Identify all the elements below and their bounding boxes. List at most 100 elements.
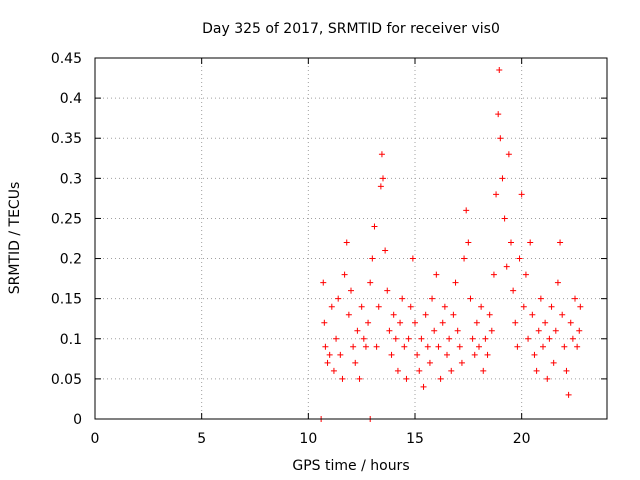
data-point — [354, 327, 361, 334]
data-point — [401, 343, 408, 350]
data-point — [488, 327, 495, 334]
data-point — [448, 367, 455, 374]
data-point — [343, 239, 350, 246]
data-point — [561, 343, 568, 350]
data-point — [422, 311, 429, 318]
y-tick-label: 0.1 — [60, 332, 82, 348]
data-point — [375, 303, 382, 310]
data-point — [321, 319, 328, 326]
data-point — [454, 327, 461, 334]
data-point — [352, 359, 359, 366]
data-point — [367, 279, 374, 286]
data-point — [469, 335, 476, 342]
data-point — [446, 335, 453, 342]
data-point — [405, 335, 412, 342]
data-point — [508, 239, 514, 246]
data-point — [478, 303, 485, 310]
data-point — [456, 343, 463, 350]
data-point — [320, 279, 327, 286]
data-point — [388, 351, 395, 358]
x-tick-label: 0 — [91, 431, 100, 447]
data-point — [546, 335, 553, 342]
data-point — [572, 295, 578, 302]
y-tick-label: 0.15 — [51, 292, 82, 308]
data-point — [333, 335, 340, 342]
x-tick-label: 10 — [299, 431, 317, 447]
data-point — [493, 191, 500, 198]
data-point — [345, 311, 352, 318]
data-point — [552, 327, 559, 334]
data-point — [386, 327, 393, 334]
data-point — [544, 375, 551, 382]
data-point — [418, 335, 425, 342]
x-tick-label: 20 — [513, 431, 531, 447]
data-point — [499, 175, 506, 182]
data-point — [471, 351, 478, 358]
data-point — [557, 239, 564, 246]
data-point — [407, 303, 414, 310]
y-tick-label: 0.3 — [60, 171, 82, 187]
data-point — [403, 375, 410, 382]
data-point — [326, 351, 333, 358]
data-point — [522, 271, 529, 278]
data-point — [339, 375, 346, 382]
data-point — [463, 207, 470, 214]
data-point — [390, 311, 397, 318]
data-point — [365, 319, 372, 326]
data-point — [435, 343, 442, 350]
data-point — [337, 351, 344, 358]
x-tick-label: 5 — [197, 431, 206, 447]
x-tick-labels: 0 5 10 15 20 — [91, 431, 531, 447]
data-point — [433, 271, 440, 278]
data-point — [458, 359, 465, 366]
data-point — [537, 295, 544, 302]
data-point — [369, 255, 376, 262]
data-point — [554, 279, 561, 286]
data-point — [490, 271, 497, 278]
data-point — [444, 351, 450, 358]
data-point — [409, 255, 416, 262]
data-point — [542, 319, 549, 326]
data-point — [420, 383, 427, 390]
y-tick-label: 0.4 — [60, 91, 82, 107]
data-point — [540, 343, 546, 350]
data-point — [510, 287, 517, 294]
y-axis-title: SRMTID / TECUs — [7, 182, 23, 295]
data-point — [480, 367, 487, 374]
y-tick-label: 0.05 — [51, 372, 82, 388]
y-tick-labels: 0 0.05 0.1 0.15 0.2 0.25 0.3 0.35 0.4 0.45 — [51, 51, 82, 428]
data-point — [341, 271, 348, 278]
data-point — [378, 151, 385, 158]
data-point — [535, 327, 542, 334]
data-point — [380, 175, 386, 182]
data-point — [529, 311, 536, 318]
data-point — [576, 327, 583, 334]
data-point — [356, 375, 363, 382]
chart-title: Day 325 of 2017, SRMTID for receiver vis… — [202, 21, 500, 37]
grid-lines — [95, 58, 607, 419]
plot-frame — [94, 57, 608, 420]
data-point — [486, 311, 493, 318]
data-point — [431, 327, 438, 334]
data-point — [569, 335, 576, 342]
data-point — [330, 367, 337, 374]
data-point — [324, 359, 331, 366]
data-point — [473, 319, 480, 326]
data-point — [377, 183, 384, 190]
data-point — [362, 343, 369, 350]
data-point — [577, 303, 584, 310]
data-point — [503, 263, 510, 270]
x-tick-label: 15 — [406, 431, 424, 447]
data-point — [495, 111, 502, 118]
data-point — [565, 391, 572, 398]
data-point — [358, 303, 365, 310]
data-point — [412, 319, 418, 326]
data-point — [505, 151, 512, 158]
data-point — [501, 215, 508, 222]
data-point — [452, 279, 459, 286]
data-point — [424, 343, 431, 350]
data-point — [441, 303, 448, 310]
data-point — [516, 255, 523, 262]
data-point — [559, 311, 566, 318]
